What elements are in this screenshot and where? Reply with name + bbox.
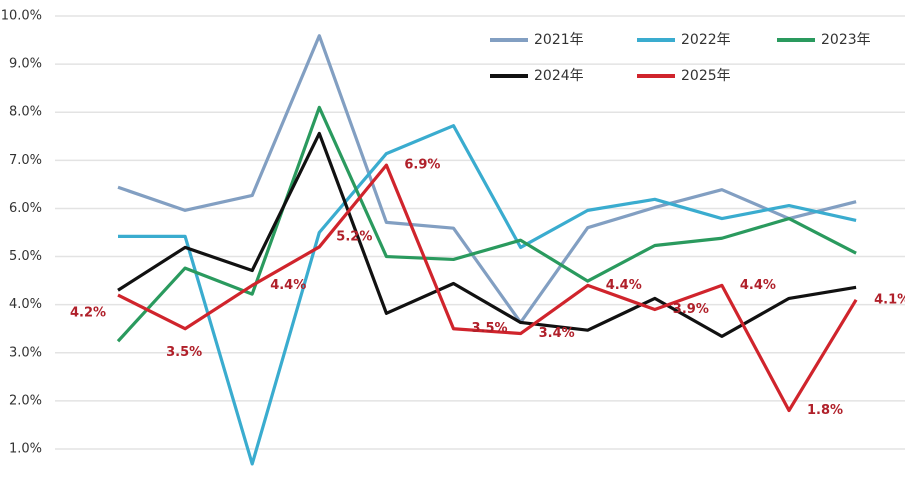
legend-label: 2025年 [681, 68, 731, 84]
legend-label: 2024年 [534, 68, 584, 84]
legend-label: 2022年 [681, 32, 731, 48]
y-tick-label: 4.0% [9, 297, 42, 312]
series-line [117, 131, 857, 339]
legend-label: 2023年 [821, 32, 871, 48]
data-label: 4.4% [270, 278, 306, 293]
data-label: 1.8% [807, 403, 843, 418]
data-label: 4.4% [606, 278, 642, 293]
data-label: 3.5% [472, 321, 508, 336]
y-tick-label: 1.0% [9, 442, 42, 457]
y-tick-label: 8.0% [9, 105, 42, 120]
y-tick-label: 2.0% [9, 393, 42, 408]
y-tick-label: 9.0% [9, 57, 42, 72]
y-tick-label: 10.0% [1, 9, 42, 24]
data-label: 3.9% [673, 302, 709, 317]
y-tick-label: 6.0% [9, 201, 42, 216]
data-label: 5.2% [336, 229, 372, 244]
series-line [117, 163, 858, 413]
y-tick-label: 3.0% [9, 345, 42, 360]
series-line [117, 34, 857, 325]
data-label: 3.5% [166, 345, 202, 360]
series-line [116, 105, 857, 343]
series-line [118, 124, 857, 466]
data-label: 4.1% [874, 292, 905, 307]
y-tick-label: 5.0% [9, 249, 42, 264]
data-label: 4.4% [740, 278, 776, 293]
data-label: 6.9% [404, 158, 440, 173]
data-label: 4.2% [70, 306, 106, 321]
y-tick-label: 7.0% [9, 153, 42, 168]
legend-label: 2021年 [534, 32, 584, 48]
data-label: 3.4% [539, 326, 575, 341]
